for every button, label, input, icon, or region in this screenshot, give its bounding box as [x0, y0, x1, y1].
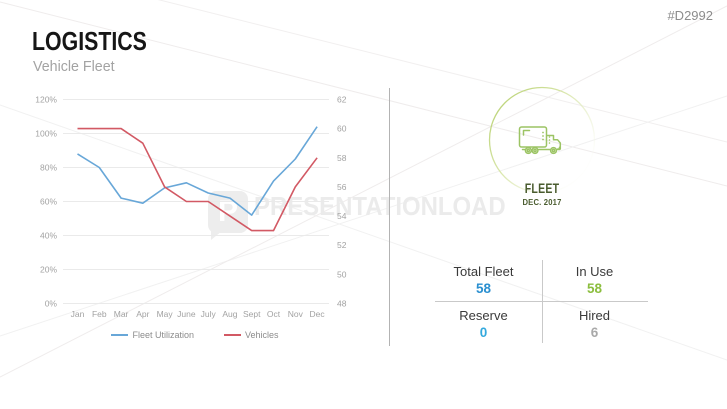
fleet-badge-label: FLEET [524, 181, 560, 196]
stats-value: 6 [590, 325, 599, 340]
legend-swatch [111, 334, 129, 336]
stats-label: Reserve [459, 308, 508, 323]
stats-value: 58 [586, 281, 603, 296]
legend-label: Fleet Utilization [132, 330, 194, 340]
series-line-vehicles [77, 127, 318, 232]
stats-cell-total-fleet: Total Fleet 58 [428, 258, 539, 302]
page-subtitle: Vehicle Fleet [33, 58, 115, 75]
legend-swatch [224, 334, 241, 336]
fleet-badge-date: DEC. 2017 [522, 197, 562, 207]
y-right-tick-label: 58 [337, 153, 347, 163]
fleet-utilization-chart: 0% 20% 40% 60% 80% 100% 120% 48 50 52 54 56 58 60 62 Ja… [30, 88, 360, 328]
y-left-tick-label: 40% [40, 231, 57, 241]
stats-table: Total Fleet 58 In Use 58 Reserve 0 Hired 6 [428, 258, 650, 346]
x-tick-label: Mar [114, 309, 129, 319]
x-tick-label: Jan [71, 309, 85, 319]
y-left-tick-label: 80% [40, 163, 57, 173]
stats-label: Hired [578, 308, 611, 323]
x-tick-label: Oct [267, 309, 281, 319]
y-right-tick-label: 60 [337, 124, 347, 134]
y-right-tick-label: 62 [337, 95, 347, 105]
y-right-tick-label: 54 [337, 211, 347, 221]
template-code: #D2992 [667, 8, 713, 23]
stats-label: Total Fleet [453, 264, 514, 279]
stats-horizontal-divider [435, 301, 648, 302]
x-tick-label: Aug [222, 309, 237, 319]
stats-cell-in-use: In Use 58 [539, 258, 650, 302]
stats-label: In Use [575, 264, 614, 279]
x-tick-label: July [201, 309, 217, 319]
x-tick-label: June [177, 309, 196, 319]
stats-cell-reserve: Reserve 0 [428, 302, 539, 346]
y-left-tick-label: 100% [35, 129, 57, 139]
stats-value: 0 [479, 325, 488, 340]
y-right-tick-label: 56 [337, 182, 347, 192]
y-left-tick-label: 0% [45, 299, 58, 309]
y-right-tick-label: 50 [337, 269, 347, 279]
y-left-tick-label: 60% [40, 197, 57, 207]
page-title: LOGISTICS [32, 26, 147, 56]
y-left-tick-label: 20% [40, 265, 57, 275]
x-tick-label: Sept [243, 309, 261, 319]
truck-icon [518, 126, 562, 155]
y-right-tick-label: 48 [337, 299, 347, 309]
fleet-chart-svg: 0% 20% 40% 60% 80% 100% 120% 48 50 52 54 56 58 60 62 Ja… [35, 95, 347, 320]
legend-label: Vehicles [245, 330, 279, 340]
y-left-tick-label: 120% [35, 95, 57, 105]
stats-value: 58 [475, 281, 492, 296]
stats-cell-hired: Hired 6 [539, 302, 650, 346]
x-tick-label: Nov [288, 309, 304, 319]
section-divider [389, 88, 390, 346]
x-tick-label: Apr [136, 309, 149, 319]
x-tick-label: Feb [92, 309, 107, 319]
y-right-tick-label: 52 [337, 240, 347, 250]
chart-legend: Fleet Utilization Vehicles [30, 330, 360, 340]
x-tick-label: Dec [310, 309, 326, 319]
legend-item: Vehicles [224, 330, 279, 340]
x-tick-label: May [157, 309, 174, 319]
legend-item: Fleet Utilization [111, 330, 194, 340]
